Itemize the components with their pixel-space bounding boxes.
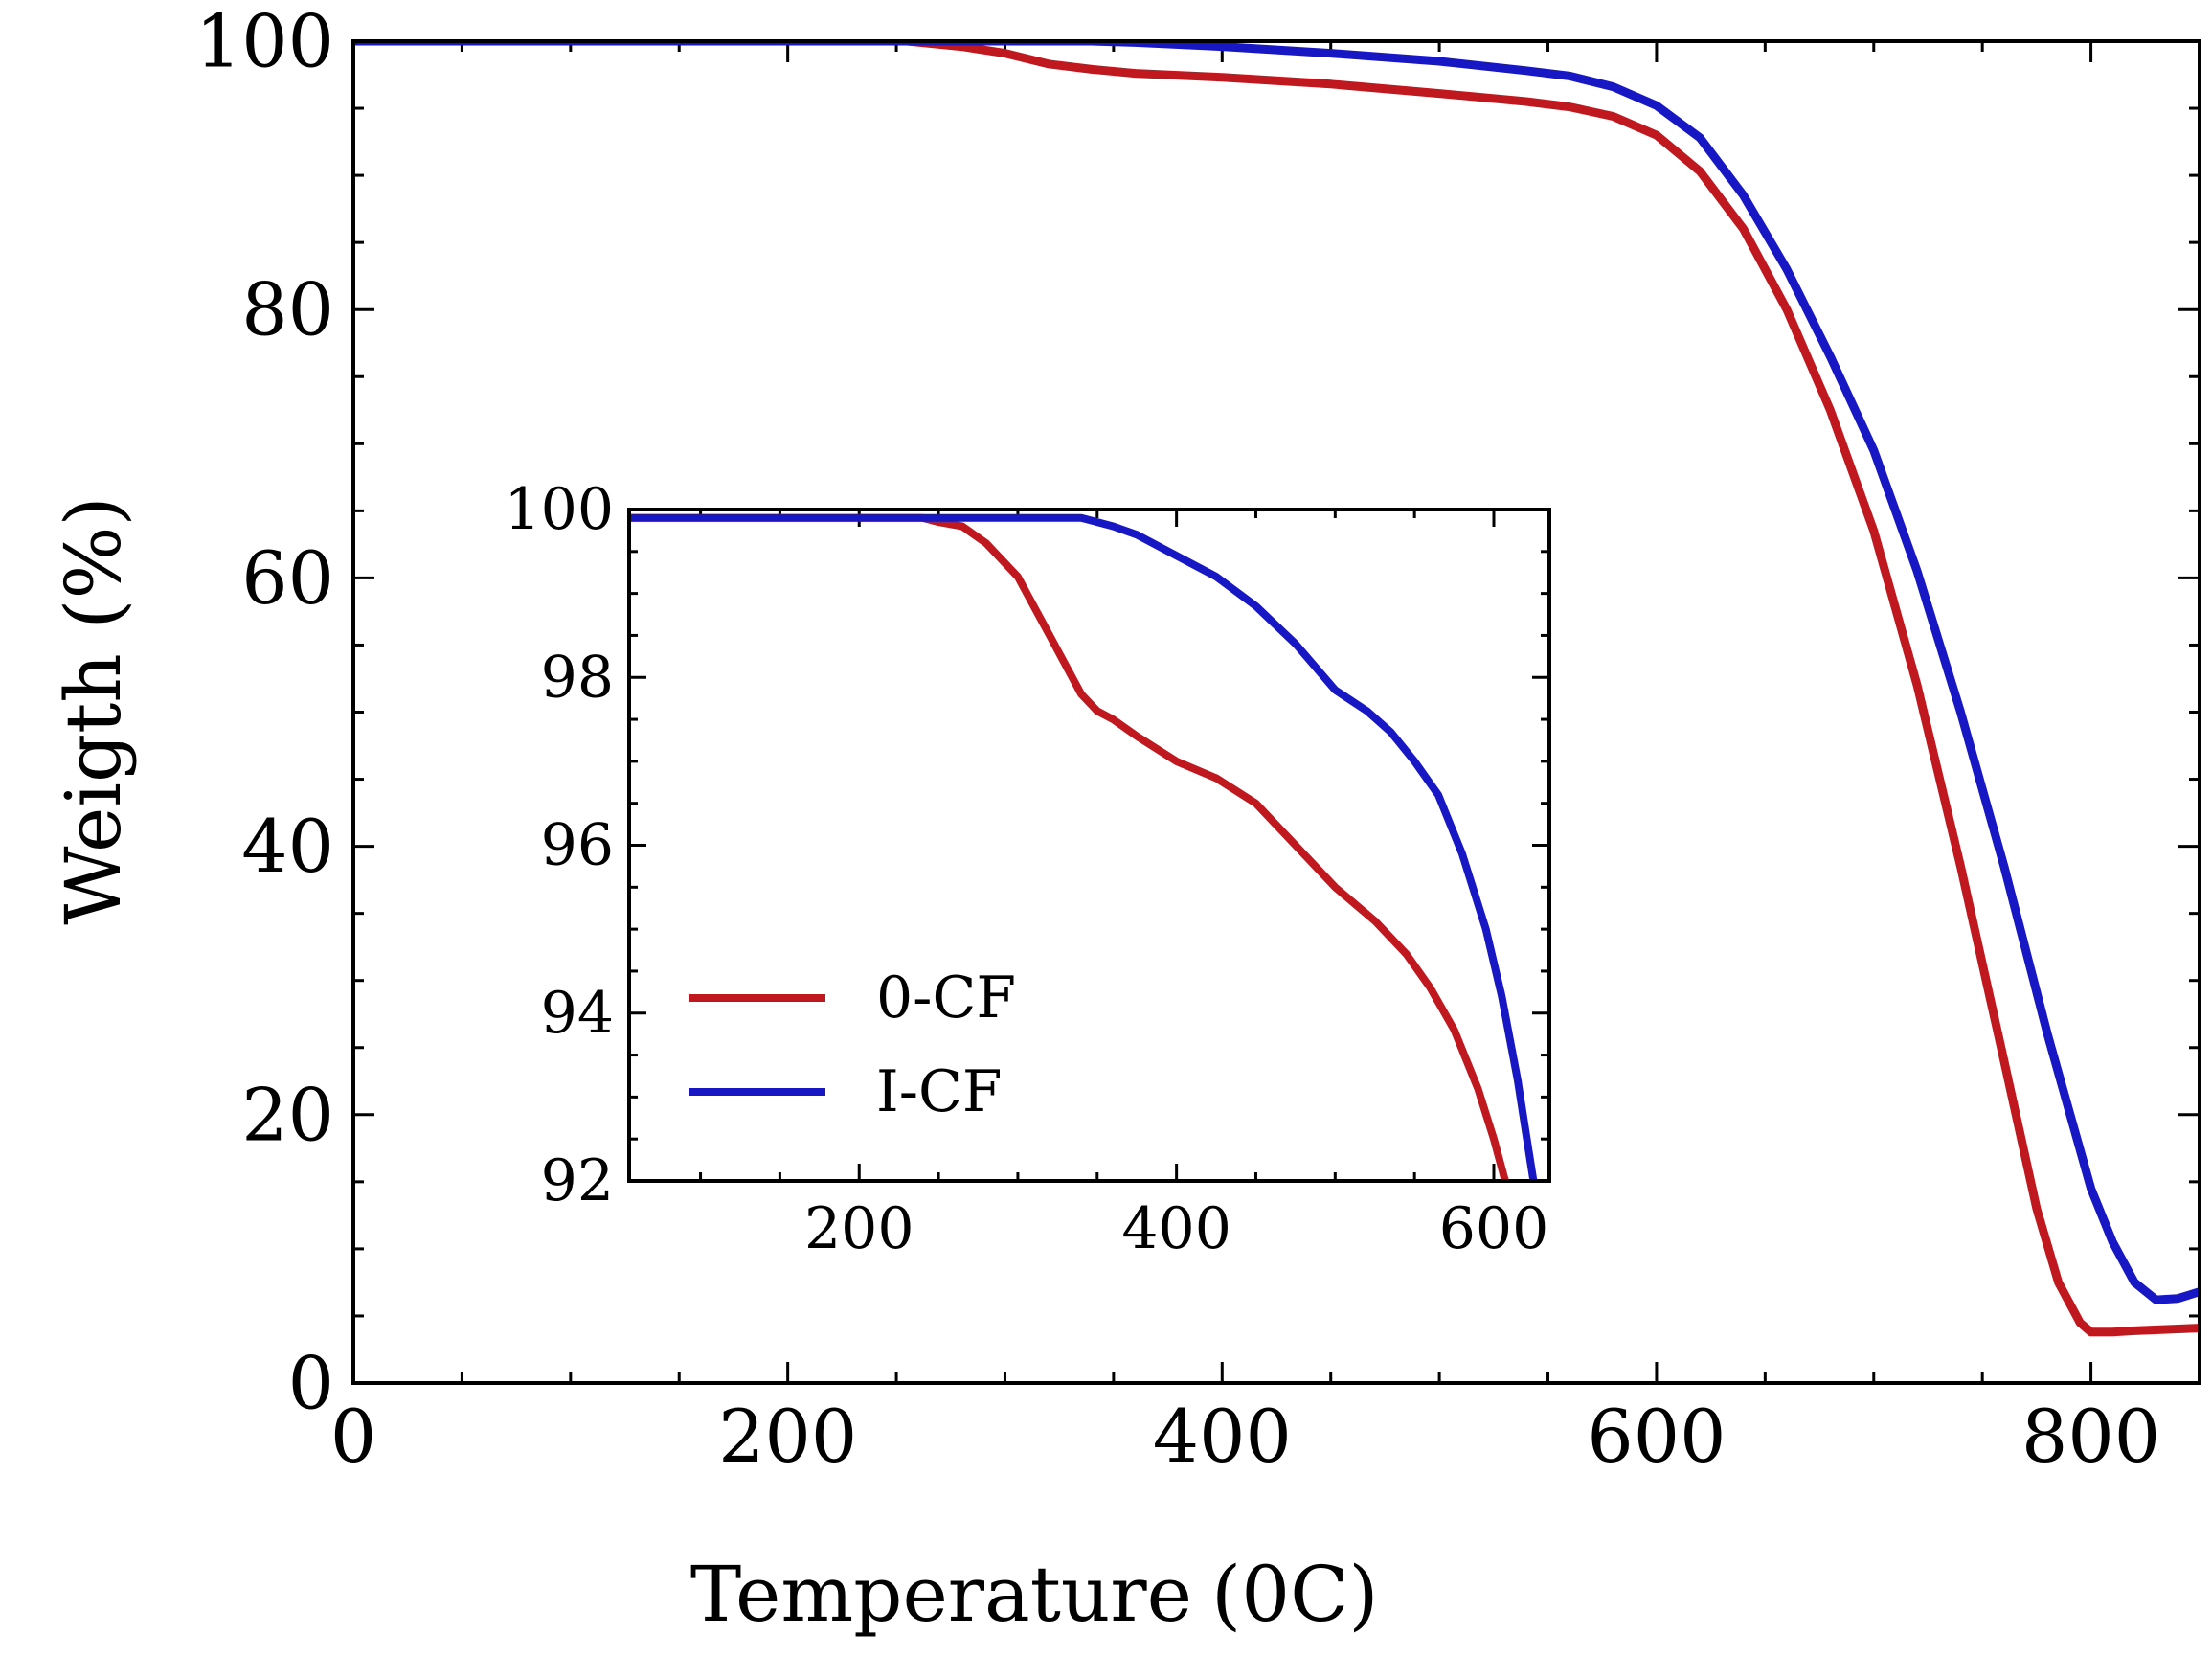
y-tick-label: 94 [541,980,614,1047]
inset-series-line-i-cf [629,513,1538,1181]
x-tick-label: 800 [2021,1394,2160,1479]
y-tick-label: 20 [241,1072,334,1157]
x-tick-label: 400 [1153,1394,1292,1479]
main-plot-panel: 0 200 400 600 800 0 20 40 60 80 100 Temperature (0C)… [49,0,2201,1639]
inset-plot-panel: 200 400 600 92 94 96 98 100 0-CF I-CF [504,476,1551,1262]
x-tick-label: 400 [1121,1195,1231,1262]
y-tick-label: 60 [241,535,334,621]
y-axis-label: Weigth (%) [49,496,138,924]
inset-background [629,510,1549,1181]
y-tick-label: 98 [541,644,614,711]
main-series-line-0-cf [353,41,2200,1337]
main-plot-frame [351,39,2201,1385]
y-tick-label: 92 [541,1147,614,1214]
legend-label-i-cf: I-CF [876,1058,1003,1125]
x-tick-label: 200 [804,1195,914,1262]
y-tick-label: 40 [241,804,334,889]
inset-series-group [629,513,1538,1181]
y-tick-label: 100 [504,476,614,543]
y-tick-label: 80 [241,267,334,352]
legend: 0-CF I-CF [689,964,1016,1125]
x-tick-label: 0 [330,1394,376,1479]
y-tick-label: 100 [195,0,334,84]
inset-series-line-0-cf [629,513,1510,1181]
legend-label-0-cf: 0-CF [876,964,1016,1032]
x-axis-unit: (0C) [1211,1550,1379,1639]
inset-plot-frame [627,508,1551,1183]
y-tick-label: 96 [541,812,614,879]
x-tick-label: 200 [718,1394,857,1479]
x-tick-label: 600 [1587,1394,1726,1479]
x-tick-label: 600 [1439,1195,1549,1262]
x-axis-label: Temperature [690,1550,1192,1639]
y-tick-label: 0 [288,1341,334,1426]
